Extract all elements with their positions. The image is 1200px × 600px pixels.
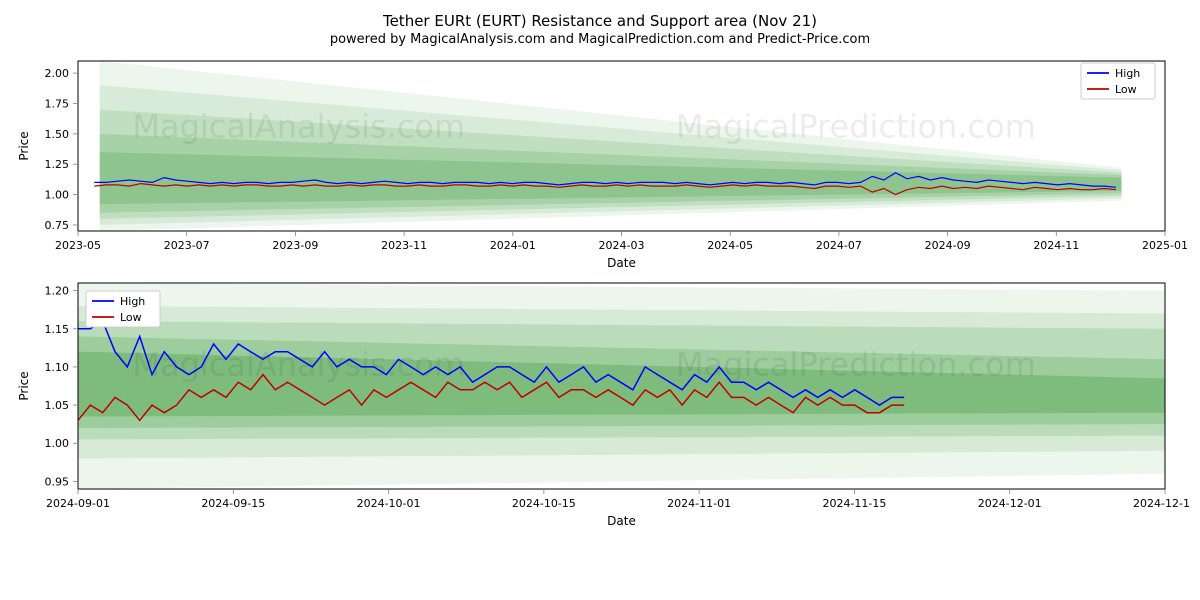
y-tick-label: 1.15	[45, 323, 70, 336]
x-tick-label: 2024-05	[707, 239, 753, 252]
svg-text:MagicalPrediction.com: MagicalPrediction.com	[676, 346, 1036, 384]
x-tick-label: 2023-05	[55, 239, 101, 252]
x-tick-label: 2023-11	[381, 239, 427, 252]
x-tick-label: 2024-09-01	[46, 497, 110, 510]
y-axis-label: Price	[17, 371, 31, 400]
y-tick-label: 2.00	[45, 67, 70, 80]
x-axis-label: Date	[607, 514, 636, 528]
legend: High Low	[86, 291, 160, 327]
x-tick-label: 2023-09	[272, 239, 318, 252]
x-tick-label: 2024-12-15	[1133, 497, 1190, 510]
legend-low-label: Low	[120, 311, 142, 324]
y-tick-label: 1.05	[45, 399, 70, 412]
svg-text:MagicalAnalysis.com: MagicalAnalysis.com	[132, 346, 465, 384]
x-tick-label: 2024-10-01	[357, 497, 421, 510]
y-tick-label: 1.20	[45, 285, 70, 298]
x-tick-label: 2024-07	[816, 239, 862, 252]
price-chart-top: MagicalAnalysis.com MagicalPrediction.com…	[10, 53, 1190, 273]
y-tick-label: 1.50	[45, 128, 70, 141]
y-tick-label: 0.95	[45, 475, 70, 488]
y-tick-label: 1.75	[45, 98, 70, 111]
x-tick-label: 2024-11	[1033, 239, 1079, 252]
legend-high-label: High	[120, 295, 145, 308]
x-tick-label: 2024-09	[925, 239, 971, 252]
svg-text:MagicalPrediction.com: MagicalPrediction.com	[676, 108, 1036, 146]
y-axis-label: Price	[17, 131, 31, 160]
y-tick-label: 1.00	[45, 189, 70, 202]
y-tick-label: 1.10	[45, 361, 70, 374]
support-resistance-fan	[78, 283, 1165, 489]
chart-title: Tether EURt (EURT) Resistance and Suppor…	[10, 12, 1190, 30]
price-chart-bottom: MagicalAnalysis.com MagicalPrediction.com…	[10, 273, 1190, 531]
x-tick-label: 2024-11-15	[822, 497, 886, 510]
x-axis-label: Date	[607, 256, 636, 270]
x-tick-label: 2024-03	[599, 239, 645, 252]
y-tick-label: 1.25	[45, 158, 70, 171]
x-tick-label: 2024-12-01	[978, 497, 1042, 510]
x-tick-label: 2024-09-15	[201, 497, 265, 510]
y-tick-label: 1.00	[45, 437, 70, 450]
chart-subtitle: powered by MagicalAnalysis.com and Magic…	[10, 32, 1190, 47]
x-tick-label: 2024-11-01	[667, 497, 731, 510]
legend: High Low	[1081, 63, 1155, 99]
y-tick-label: 0.75	[45, 219, 70, 232]
x-tick-label: 2024-01	[490, 239, 536, 252]
x-tick-label: 2025-01	[1142, 239, 1188, 252]
x-tick-label: 2023-07	[164, 239, 210, 252]
svg-text:MagicalAnalysis.com: MagicalAnalysis.com	[132, 108, 465, 146]
legend-low-label: Low	[1115, 83, 1137, 96]
legend-high-label: High	[1115, 67, 1140, 80]
x-tick-label: 2024-10-15	[512, 497, 576, 510]
